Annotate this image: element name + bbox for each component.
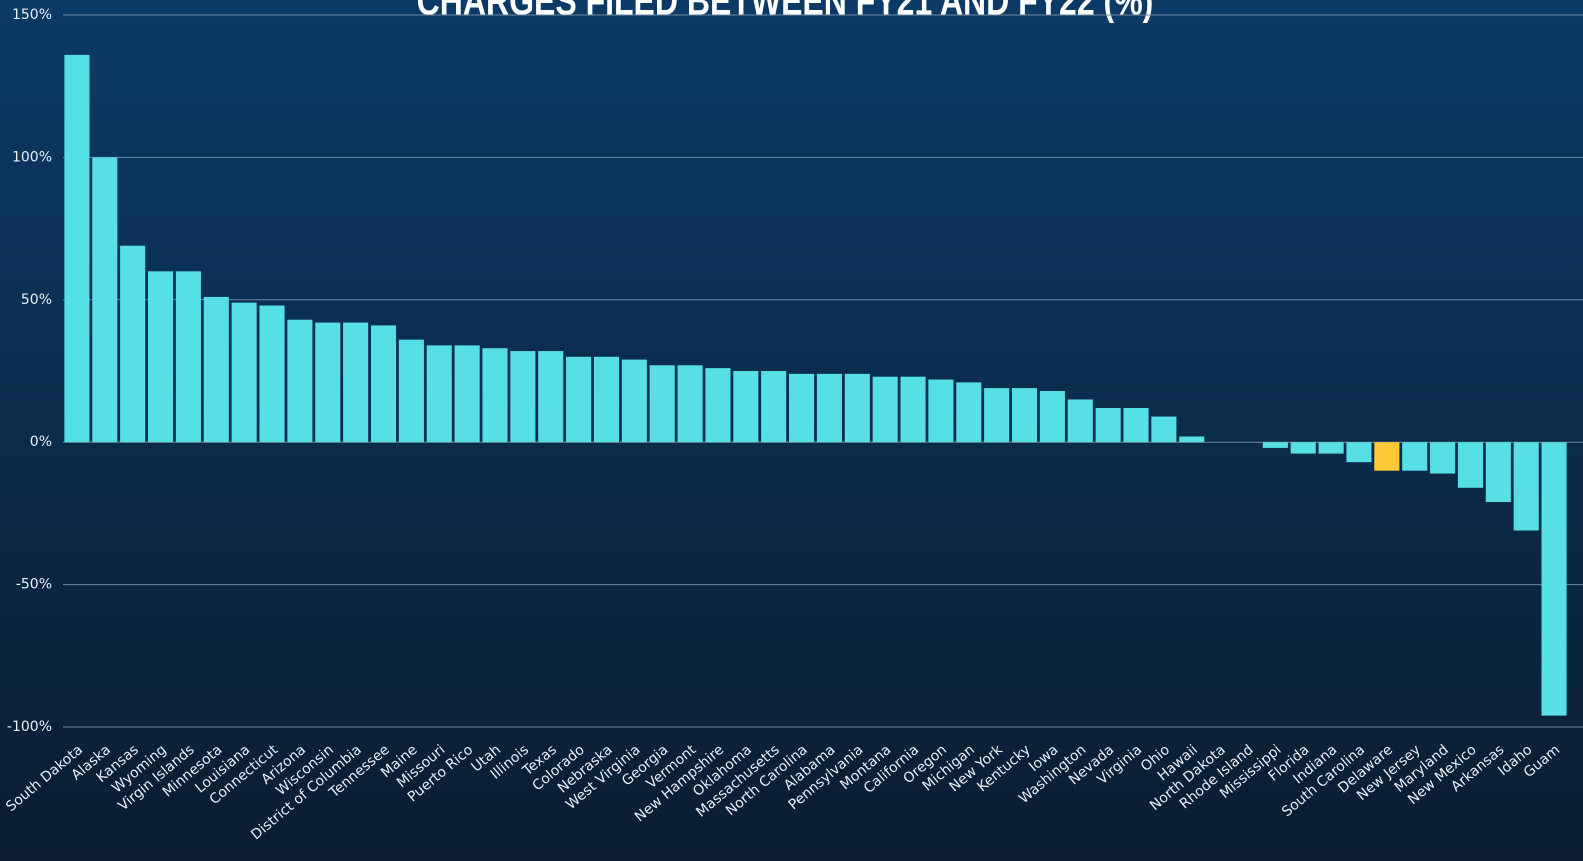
bar: [231, 302, 257, 443]
bar: [984, 388, 1010, 443]
bar: [1011, 388, 1038, 443]
y-tick-label: 100%: [12, 149, 52, 165]
bar: [1262, 442, 1288, 448]
bar: [1346, 442, 1372, 463]
bar: [705, 368, 731, 443]
bar: [510, 351, 536, 443]
bar: [1457, 442, 1483, 488]
bar: [120, 245, 146, 443]
bar: [1374, 442, 1400, 471]
bar: [1095, 408, 1121, 443]
bar: [1318, 442, 1344, 454]
bar: [928, 379, 954, 443]
bar: [566, 356, 592, 443]
bar: [148, 271, 174, 443]
bar: [398, 339, 424, 443]
bar: [621, 359, 647, 443]
bar: [761, 371, 787, 443]
y-tick-label: 150%: [12, 7, 52, 23]
bar: [733, 371, 759, 443]
bar: [844, 373, 870, 443]
bar: [482, 348, 508, 443]
bar: [816, 373, 842, 443]
bar: [1179, 436, 1205, 443]
y-tick-label: -100%: [7, 719, 52, 735]
bar: [789, 373, 815, 443]
bar: [370, 325, 397, 443]
bar: [203, 296, 229, 443]
bar: [677, 365, 703, 443]
bar: [956, 382, 982, 443]
bar: [1123, 408, 1149, 443]
bar: [872, 376, 898, 443]
bar: [1430, 442, 1456, 474]
bar: [259, 305, 285, 443]
bar: [1485, 442, 1511, 503]
bar: [900, 376, 926, 443]
y-tick-label: 50%: [21, 292, 52, 308]
bar: [175, 271, 201, 443]
bar: [649, 365, 675, 443]
bar: [287, 319, 313, 443]
bar: [426, 345, 452, 443]
bar: [1151, 416, 1177, 443]
y-tick-label: 0%: [30, 434, 52, 450]
bar: [454, 345, 480, 443]
bar: [1290, 442, 1316, 454]
bar: [1513, 442, 1539, 531]
chart-title: CHARGES FILED BETWEEN FY21 AND FY22 (%): [417, 0, 1154, 23]
bar: [593, 356, 620, 443]
bar: [64, 54, 90, 443]
bar: [315, 322, 341, 443]
y-tick-label: -50%: [16, 577, 52, 593]
bar: [1067, 399, 1093, 443]
bar: [92, 157, 118, 443]
bar: [1402, 442, 1428, 471]
bar: [343, 322, 369, 443]
bar: [1039, 390, 1065, 443]
bar: [538, 351, 564, 443]
bar: [1541, 442, 1567, 716]
